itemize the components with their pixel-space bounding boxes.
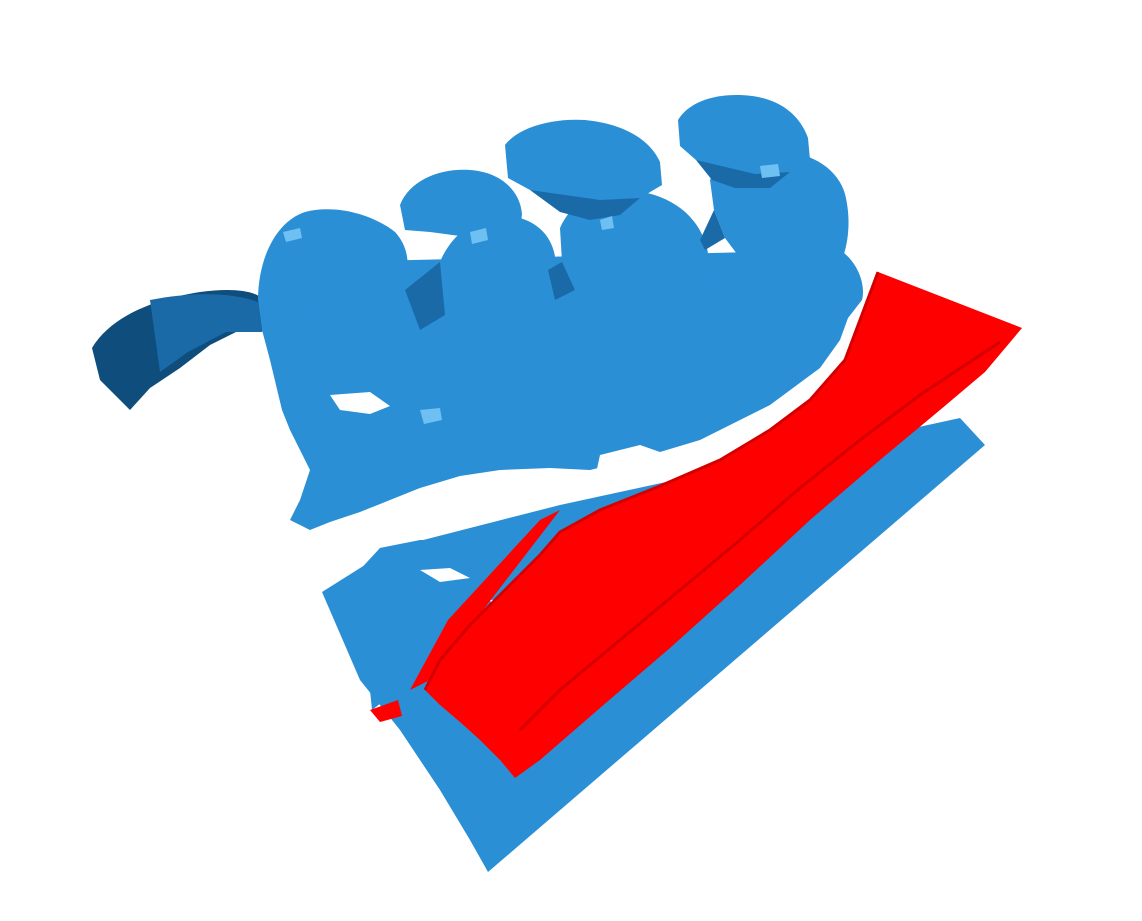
tooth-6 [560, 189, 711, 344]
section-plane [370, 271, 1022, 778]
section-plane-main [425, 272, 1022, 778]
mesh-lower-fragment [350, 540, 520, 710]
tooth-gap-shadow [405, 210, 725, 330]
section-plane-strip [410, 510, 560, 690]
tooth-2 [318, 247, 426, 372]
section-plane-tip [370, 700, 402, 722]
section-plane-ridge [518, 340, 1001, 732]
tooth-4 [438, 215, 556, 362]
mesh-left-flap-shade [150, 294, 262, 372]
section-plane-edge [423, 271, 880, 691]
dental-arch-mesh [92, 95, 864, 710]
tooth-5 [505, 119, 662, 200]
tooth-crown-shadow [530, 160, 790, 220]
